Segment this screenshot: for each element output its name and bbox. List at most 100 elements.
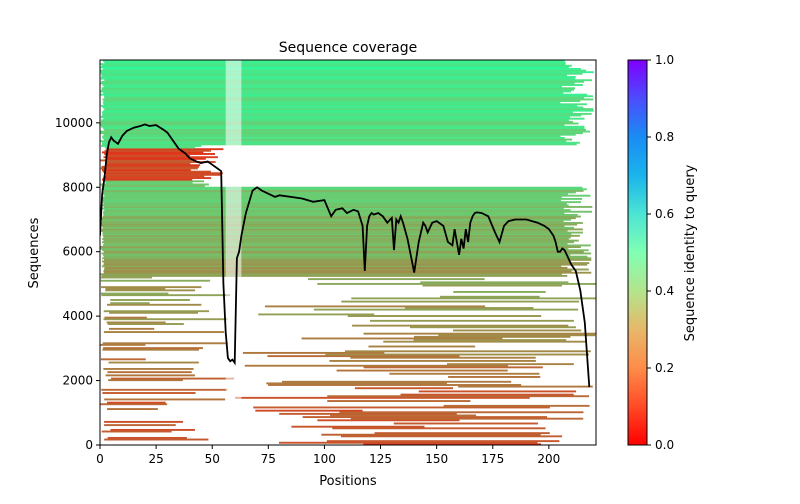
coverage-row <box>101 169 191 171</box>
coverage-row <box>347 315 542 317</box>
coverage-row <box>110 299 190 301</box>
coverage-row <box>104 268 589 271</box>
coverage-row <box>100 159 196 162</box>
coverage-row <box>409 326 576 329</box>
coverage-row <box>101 199 562 202</box>
x-tick-label: 200 <box>537 452 560 466</box>
coverage-row <box>105 172 223 175</box>
coverage-row <box>352 324 569 327</box>
coverage-row <box>313 308 579 311</box>
coverage-row <box>100 217 576 220</box>
coverage-row <box>102 238 569 240</box>
coverage-row <box>106 173 222 176</box>
coverage-row <box>446 363 574 366</box>
coverage-row <box>418 390 577 393</box>
coverage-row <box>108 361 199 364</box>
coverage-row <box>102 84 583 86</box>
coverage-row <box>101 430 172 433</box>
coverage-row <box>100 132 583 135</box>
y-tick-label: 6000 <box>62 245 93 259</box>
coverage-row <box>363 443 542 445</box>
coverage-row <box>111 377 235 380</box>
coverage-row <box>102 342 228 345</box>
coverage-row <box>101 119 569 122</box>
coverage-row <box>101 165 199 168</box>
coverage-row <box>253 406 550 409</box>
coverage-row <box>103 156 218 159</box>
coverage-row <box>422 284 562 287</box>
coverage-row <box>103 109 594 112</box>
coverage-row <box>100 122 579 125</box>
coverage-row <box>102 112 592 115</box>
coverage-row <box>102 241 574 244</box>
coverage-row <box>104 180 204 183</box>
coverage-row <box>103 263 588 266</box>
coverage-row <box>103 242 568 245</box>
coverage-row <box>100 120 574 123</box>
coverage-row <box>100 124 565 127</box>
colorbar-tick-label: 0.8 <box>655 130 674 144</box>
coverage-row <box>101 114 582 117</box>
coverage-row <box>103 254 571 257</box>
coverage-row <box>400 393 574 396</box>
coverage-row <box>100 246 581 248</box>
coverage-row <box>103 92 564 94</box>
coverage-row <box>106 303 202 306</box>
coverage-row <box>108 327 155 330</box>
coverage-row <box>330 414 477 417</box>
coverage-row <box>443 404 590 407</box>
coverage-row <box>326 440 560 443</box>
coverage-row <box>106 157 206 160</box>
coverage-row <box>100 292 169 295</box>
coverage-row <box>103 85 562 88</box>
coverage-row <box>383 340 586 343</box>
coverage-row <box>103 331 225 334</box>
coverage-row <box>102 170 211 173</box>
x-axis: 0 25 50 75 100 125 150 175 200 <box>96 445 560 466</box>
x-tick-label: 50 <box>205 452 220 466</box>
coverage-row <box>100 116 571 119</box>
coverage-row <box>102 260 571 263</box>
coverage-row <box>420 281 569 284</box>
coverage-row <box>106 161 216 163</box>
coverage-row <box>100 71 594 74</box>
coverage-row <box>102 106 584 109</box>
coverage-row <box>458 385 593 388</box>
coverage-row <box>101 143 577 146</box>
coverage-row <box>102 348 199 351</box>
coverage-row <box>102 186 583 189</box>
coverage-row <box>258 313 375 316</box>
coverage-row <box>101 185 205 188</box>
coverage-row <box>100 69 587 72</box>
plot-frame <box>99 59 597 446</box>
colorbar-tick-label: 0.0 <box>655 438 674 452</box>
coverage-row <box>102 220 564 223</box>
coverage-row <box>100 72 583 75</box>
coverage-row <box>340 435 563 438</box>
coverage-row <box>105 164 201 167</box>
coverage-row <box>354 387 454 390</box>
coverage-row <box>302 416 548 419</box>
colorbar-tick-label: 0.2 <box>655 361 674 375</box>
coverage-row <box>101 145 202 147</box>
colorbar-tick-label: 0.6 <box>655 207 674 221</box>
coverage-row <box>104 316 147 319</box>
x-tick-label: 125 <box>369 452 392 466</box>
coverage-row <box>317 282 596 285</box>
coverage-row <box>100 77 576 80</box>
coverage-row <box>100 130 590 133</box>
coverage-row <box>100 207 564 210</box>
coverage-row <box>107 323 184 325</box>
coverage-row <box>100 63 566 66</box>
y-tick-label: 8000 <box>62 180 93 194</box>
coverage-row <box>100 104 578 107</box>
y-tick-label: 0 <box>85 438 93 452</box>
x-tick-label: 75 <box>261 452 276 466</box>
coverage-row <box>327 395 590 398</box>
coverage-row <box>103 236 571 239</box>
coverage-row <box>107 436 187 439</box>
coverage-row <box>389 372 540 375</box>
coverage-row <box>101 294 231 297</box>
x-tick-label: 100 <box>313 452 336 466</box>
